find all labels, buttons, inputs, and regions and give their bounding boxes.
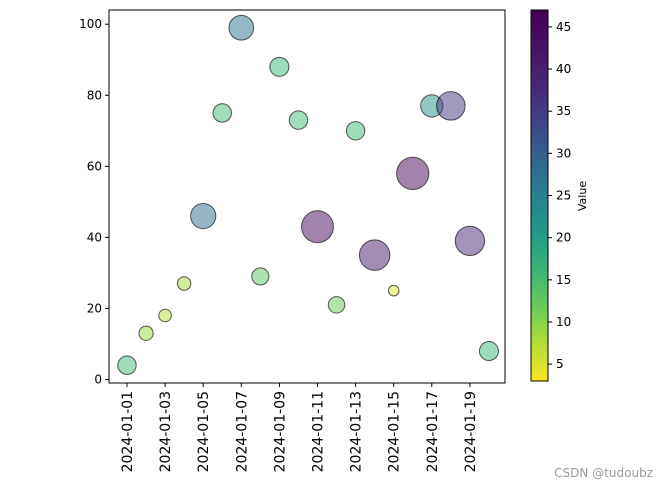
x-tick-label: 2024-01-07: [234, 391, 250, 472]
data-point: [301, 210, 334, 244]
colorbar-tick-label: 35: [556, 104, 571, 118]
colorbar-ticks: 5 10 15 20 25 30 35 40 45: [548, 20, 571, 371]
data-point: [190, 202, 217, 230]
data-point: [158, 308, 172, 323]
colorbar: 5 10 15 20 25 30 35 40 45 Value: [530, 9, 589, 382]
y-tick-label: 0: [94, 372, 102, 386]
x-tick-label: 2024-01-15: [387, 391, 403, 472]
colorbar-tick-label: 20: [556, 231, 571, 245]
colorbar-tick-label: 10: [556, 315, 571, 329]
colorbar-tick-label: 25: [556, 189, 571, 203]
x-tick-label: 2024-01-13: [349, 391, 365, 472]
plot-frame: [108, 9, 506, 384]
colorbar-tick-label: 30: [556, 146, 571, 160]
x-tick-label: 2024-01-03: [158, 391, 174, 472]
data-point: [176, 276, 192, 291]
data-point: [251, 267, 270, 286]
data-point: [358, 239, 391, 271]
data-point: [387, 284, 400, 297]
colorbar-tick-label: 5: [556, 357, 564, 371]
data-points: [117, 14, 499, 375]
x-tick-label: 2024-01-19: [463, 391, 479, 472]
data-point: [396, 156, 430, 191]
data-point: [288, 110, 309, 130]
data-point: [138, 325, 154, 341]
data-point: [327, 296, 346, 314]
data-point: [228, 14, 255, 41]
y-tick-label: 80: [87, 88, 102, 102]
y-tick-label: 20: [87, 301, 102, 315]
y-tick-label: 60: [87, 159, 102, 173]
colorbar-label: Value: [576, 181, 589, 211]
data-point: [436, 91, 466, 121]
x-tick-label: 2024-01-05: [196, 391, 212, 472]
x-tick-label: 2024-01-09: [272, 391, 288, 472]
data-point: [478, 341, 499, 362]
data-point: [269, 56, 290, 77]
data-point: [454, 225, 486, 257]
x-tick-label: 2024-01-11: [311, 391, 327, 472]
data-point: [345, 121, 366, 141]
colorbar-gradient: [531, 10, 548, 381]
watermark: CSDN @tudoubz: [554, 466, 653, 480]
data-point: [117, 355, 137, 375]
x-tick-label: 2024-01-17: [425, 391, 441, 472]
colorbar-tick-label: 15: [556, 273, 571, 287]
colorbar-tick-label: 40: [556, 62, 571, 76]
colorbar-tick-label: 45: [556, 20, 571, 34]
y-axis: 0 20 40 60 80 100: [79, 17, 109, 386]
data-point: [212, 103, 232, 123]
y-tick-label: 40: [87, 230, 102, 244]
y-tick-label: 100: [79, 17, 102, 31]
x-axis: 2024-01-01 2024-01-03 2024-01-05 2024-01-07…: [120, 383, 479, 472]
x-tick-label: 2024-01-01: [120, 391, 136, 472]
